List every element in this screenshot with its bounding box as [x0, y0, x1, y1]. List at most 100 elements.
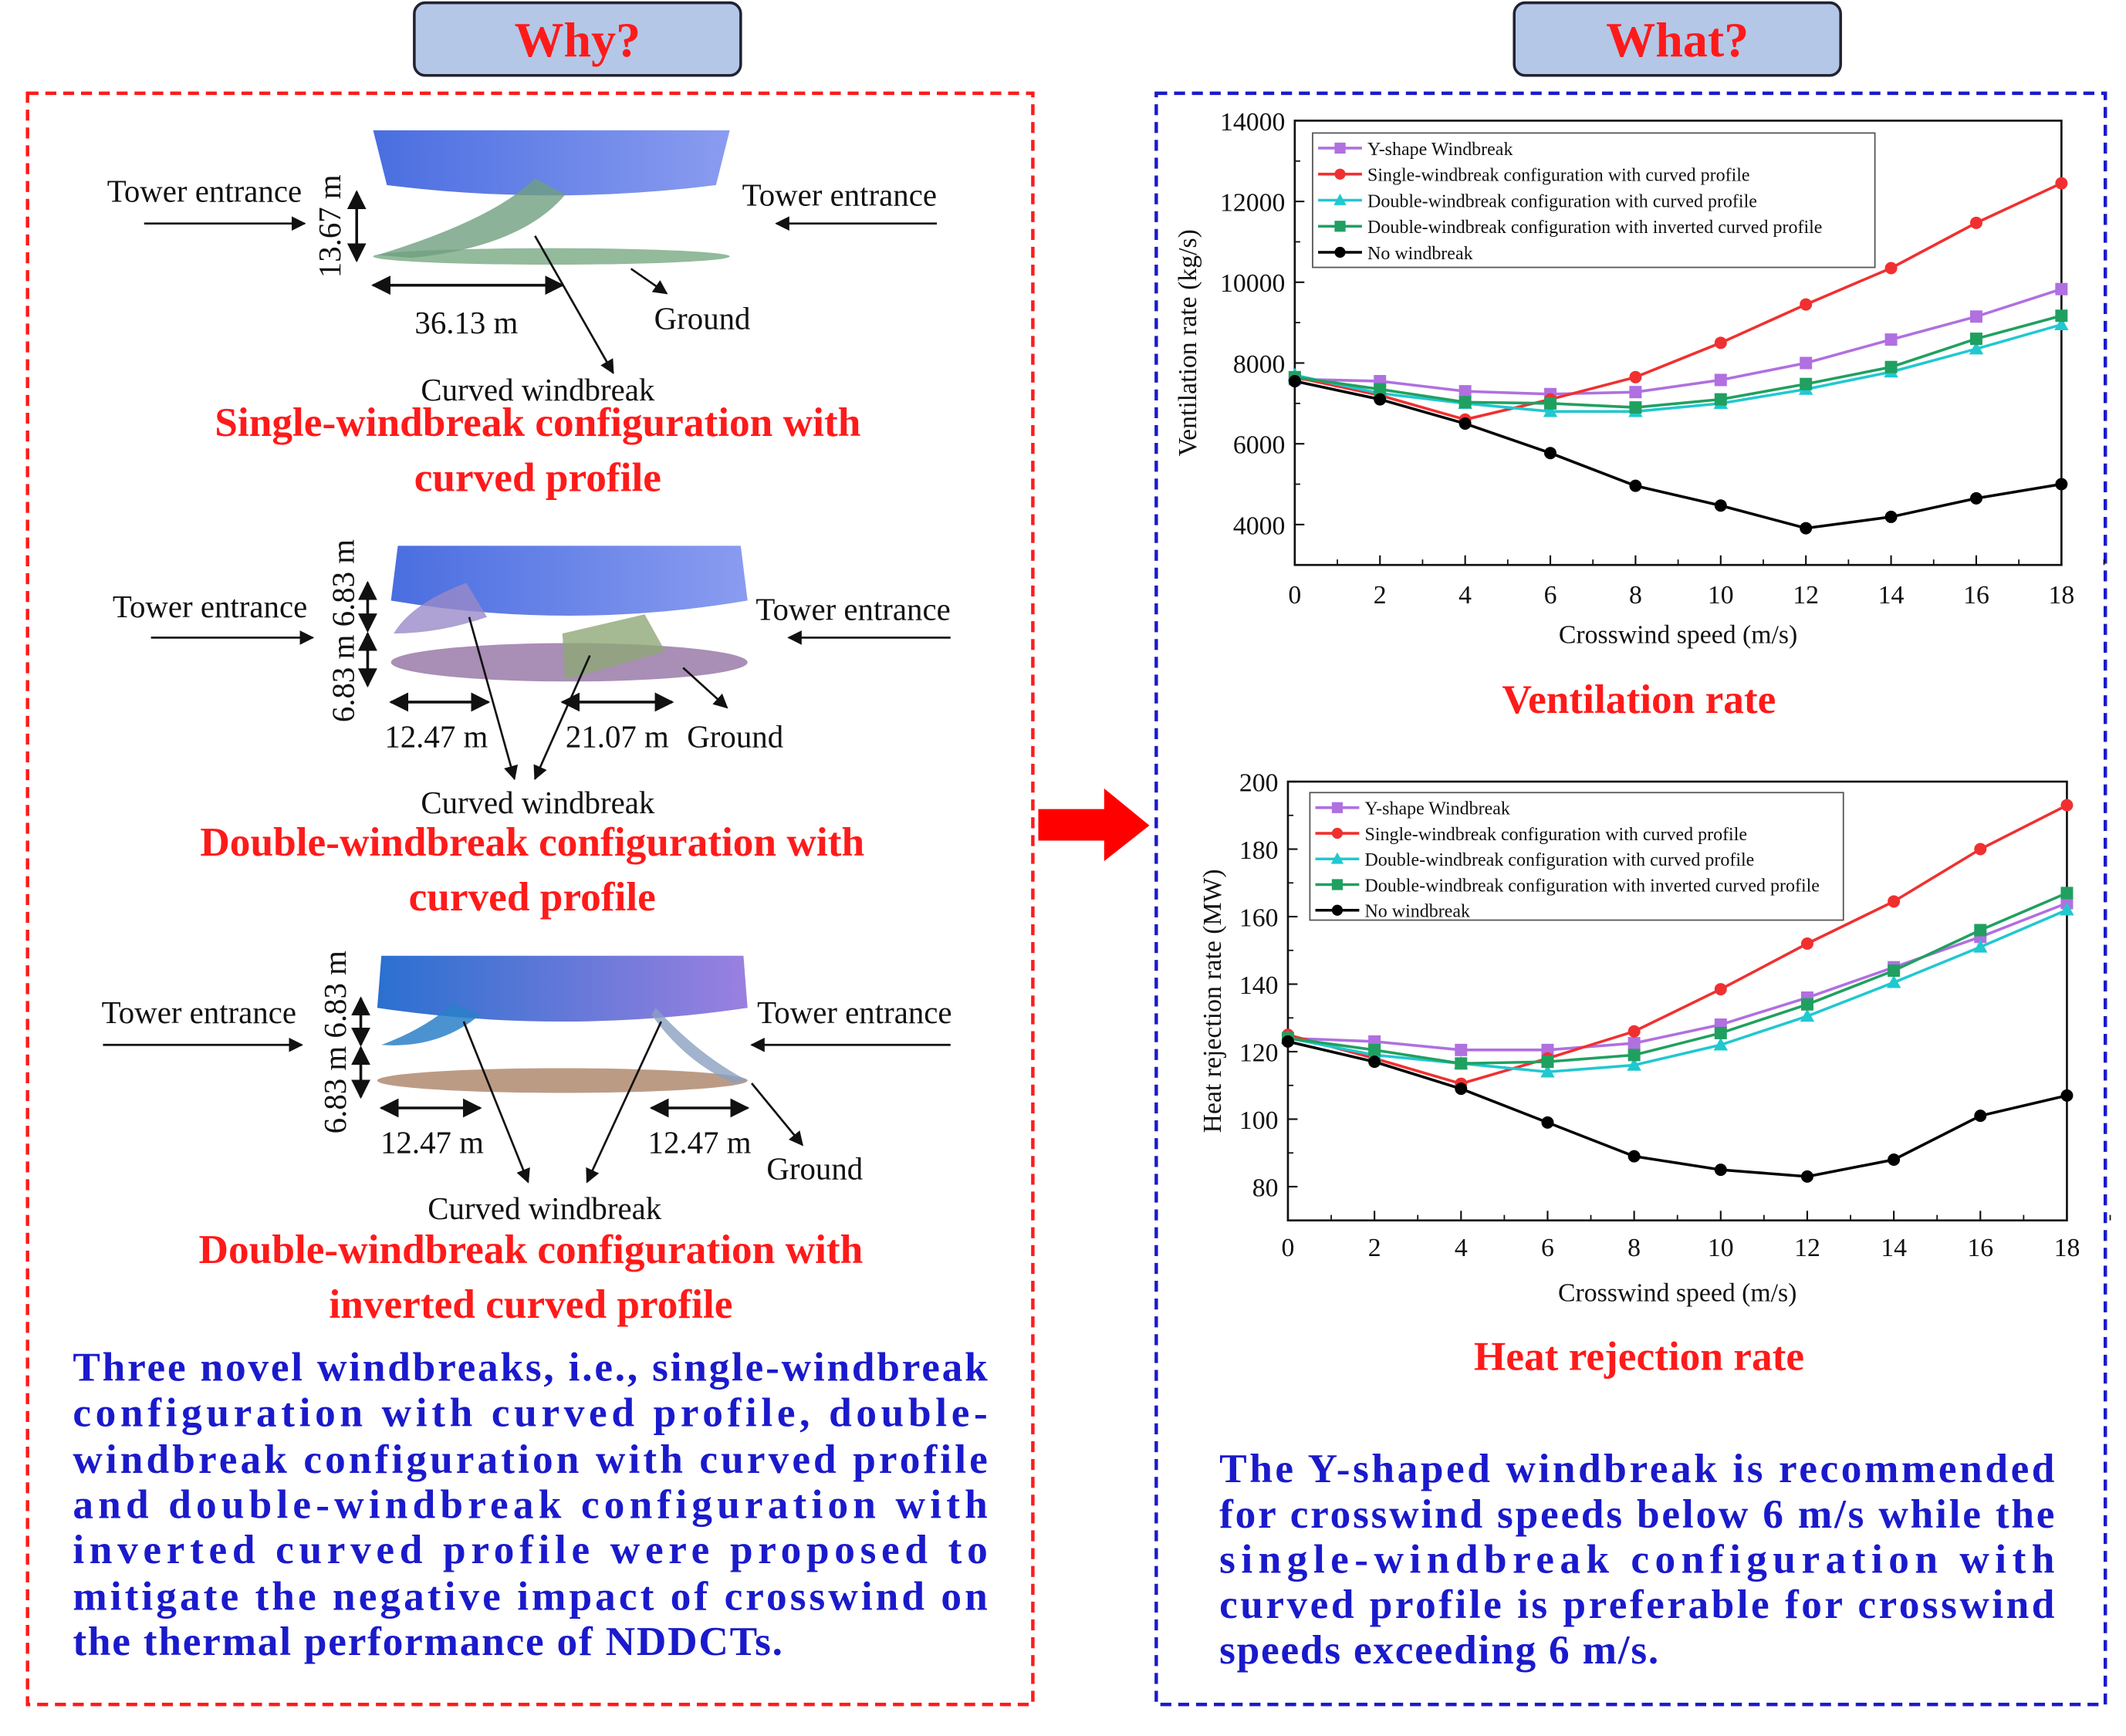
diagram-single-windbreak: Tower entrance Tower entrance 13.67 m 36… [107, 130, 937, 500]
series-line [1287, 891, 2068, 1066]
diagram-title-line: Double-windbreak configuration with [199, 1226, 864, 1272]
series-line [1294, 181, 2063, 421]
x-tick-label: 8 [1629, 581, 1642, 610]
y-tick-label: 100 [1239, 1106, 1279, 1135]
square-marker [1331, 879, 1344, 890]
square-marker [1714, 373, 1727, 387]
series-line [1287, 908, 2068, 1074]
square-marker [1969, 310, 1982, 323]
chart-caption: Heat rejection rate [1474, 1332, 1804, 1379]
y-axis-title: Ventilation rate (kg/s) [1174, 229, 1202, 456]
circle-marker [1331, 827, 1344, 839]
ground-label: Ground [654, 302, 751, 336]
square-marker [1627, 1049, 1641, 1062]
square-marker [1884, 360, 1898, 373]
circle-marker [1374, 393, 1387, 406]
x-tick-label: 0 [1288, 581, 1301, 610]
summary-line: Three novel windbreaks, i.e., single-win… [73, 1344, 989, 1390]
x-tick-label: 12 [1793, 581, 1819, 610]
circle-marker [1714, 499, 1727, 512]
y-tick-label: 4000 [1233, 512, 1286, 540]
curved-windbreak-shape [394, 583, 488, 634]
summary-line: the thermal performance of NDDCTs. [73, 1618, 783, 1664]
width-right-dimension-label: 12.47 m [648, 1126, 752, 1160]
summary-line: single-windbreak configuration with [1219, 1536, 2056, 1582]
diagram-title-line: Single-windbreak configuration with [215, 399, 860, 445]
circle-marker [2060, 1089, 2074, 1102]
square-marker [1714, 1026, 1727, 1039]
triangle-marker [1330, 852, 1344, 864]
square-marker [1458, 396, 1472, 409]
diagram-double-inverted-windbreak: Tower entrance Tower entrance 6.83 m 6.8… [102, 951, 952, 1327]
diagram-title-line: Double-windbreak configuration with [200, 819, 864, 865]
y-tick-label: 10000 [1220, 269, 1285, 298]
tower-entrance-right-label: Tower entrance [742, 178, 937, 213]
x-tick-label: 12 [1794, 1234, 1820, 1262]
legend-entry: Single-windbreak configuration with curv… [1367, 166, 1750, 186]
circle-marker [1884, 262, 1898, 275]
circle-marker [1888, 1153, 1901, 1167]
heat-rejection-rate-chart: 0 2 4 6 8 10 12 14 16 18 80 100 120 140 160 180 200 Cross… [1198, 768, 2111, 1379]
x-tick-label: 2 [1374, 581, 1387, 610]
y-tick-label: 140 [1239, 971, 1279, 1000]
triangle-marker [1627, 1057, 1641, 1071]
height-dimension-label: 6.83 m 6.83 m [326, 539, 361, 722]
square-marker [1800, 377, 1813, 390]
series-line [1287, 1040, 2067, 1178]
y-tick-label: 8000 [1233, 350, 1286, 379]
curved-windbreak-shape [651, 1008, 748, 1084]
legend-entry: Y-shape Windbreak [1364, 799, 1509, 819]
x-tick-label: 6 [1541, 1234, 1554, 1262]
square-marker [1969, 333, 1982, 346]
circle-marker [1541, 1116, 1554, 1129]
circle-marker [1714, 336, 1727, 350]
right-summary: The Y-shaped windbreak is recommended fo… [1219, 1445, 2056, 1673]
legend: Y-shape Windbreak Single-windbreak config… [1312, 132, 1876, 269]
y-tick-label: 14000 [1220, 108, 1285, 137]
series-line [1294, 323, 2062, 414]
square-marker [1800, 998, 1813, 1011]
ground-label: Ground [687, 720, 783, 755]
x-tick-label: 10 [1708, 581, 1734, 610]
y-tick-label: 180 [1239, 836, 1279, 865]
circle-marker [1800, 937, 1813, 951]
x-axis-title: Crosswind speed (m/s) [1559, 621, 1797, 650]
legend-entry: Y-shape Windbreak [1367, 140, 1513, 160]
square-marker [1714, 393, 1727, 406]
x-tick-label: 4 [1458, 581, 1472, 610]
square-marker [1888, 964, 1901, 978]
left-panel-border [25, 91, 1035, 1707]
y-tick-label: 120 [1239, 1039, 1279, 1067]
summary-line: The Y-shaped windbreak is recommended [1219, 1445, 2056, 1491]
x-tick-label: 2 [1368, 1234, 1381, 1262]
curved-windbreak-label: Curved windbreak [428, 1191, 662, 1226]
x-tick-label: 4 [1455, 1234, 1468, 1262]
square-marker [1374, 383, 1387, 396]
square-marker [1334, 142, 1346, 154]
square-marker [1334, 221, 1346, 232]
square-marker [1884, 333, 1898, 346]
circle-marker [1458, 417, 1472, 431]
summary-line: for crosswind speeds below 6 m/s while t… [1219, 1491, 2056, 1537]
legend-entry: No windbreak [1367, 244, 1473, 264]
diagram-title-line: curved profile [414, 454, 661, 500]
summary-line: mitigate the negative impact of crosswin… [73, 1572, 989, 1619]
square-marker [1629, 386, 1642, 399]
x-tick-label: 10 [1708, 1234, 1734, 1262]
circle-marker [1334, 168, 1346, 180]
arrow-right-icon [1038, 788, 1150, 862]
summary-line: windbreak configuration with curved prof… [73, 1436, 989, 1482]
x-axis-title: Crosswind speed (m/s) [1558, 1279, 1796, 1308]
series-line [1294, 380, 2062, 530]
y-tick-label: 160 [1239, 903, 1279, 932]
square-marker [1541, 1055, 1554, 1069]
square-marker [1455, 1057, 1468, 1070]
circle-marker [1969, 491, 1982, 505]
tower-entrance-left-label: Tower entrance [113, 589, 307, 624]
square-marker [1629, 401, 1642, 414]
series-line [1294, 314, 2062, 409]
height-dimension-label: 13.67 m [313, 174, 347, 278]
circle-marker [1334, 246, 1346, 258]
why-header-label: Why? [515, 12, 641, 67]
series-line [1287, 901, 2068, 1052]
